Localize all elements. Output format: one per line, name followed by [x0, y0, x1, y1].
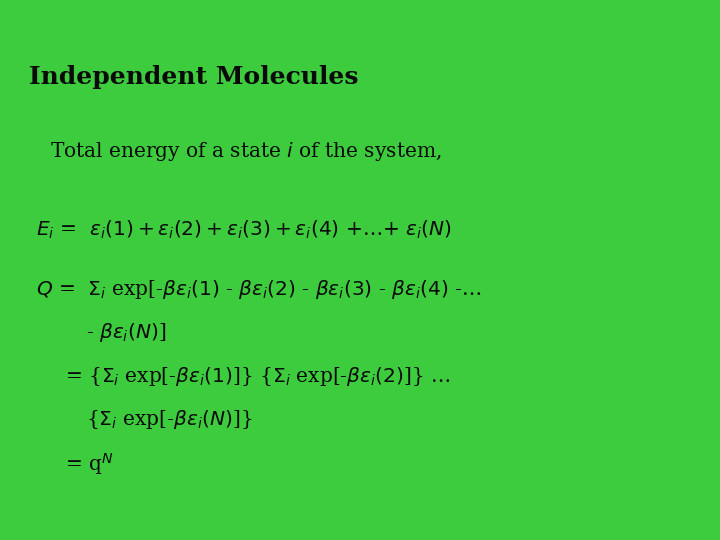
Text: Independent Molecules: Independent Molecules	[29, 65, 359, 89]
Text: Total energy of a state $i$ of the system,: Total energy of a state $i$ of the syste…	[50, 140, 442, 164]
Text: $Q$ =  $\Sigma_i$ exp[-$\beta\varepsilon_i(1)$ - $\beta\varepsilon_i(2)$ - $\bet: $Q$ = $\Sigma_i$ exp[-$\beta\varepsilon_…	[36, 278, 482, 301]
Text: $E_i$ =  $\varepsilon_i(1) + \varepsilon_i(2) + \varepsilon_i(3) + \varepsilon_i: $E_i$ = $\varepsilon_i(1) + \varepsilon_…	[36, 219, 451, 241]
Text: {$\Sigma_i$ exp[-$\beta\varepsilon_i(N)$]}: {$\Sigma_i$ exp[-$\beta\varepsilon_i(N)$…	[86, 408, 253, 431]
Text: = q$^N$: = q$^N$	[65, 451, 113, 477]
Text: - $\beta\varepsilon_i(N)$]: - $\beta\varepsilon_i(N)$]	[86, 321, 166, 345]
Text: = {$\Sigma_i$ exp[-$\beta\varepsilon_i(1)$]} {$\Sigma_i$ exp[-$\beta\varepsilon_: = {$\Sigma_i$ exp[-$\beta\varepsilon_i(1…	[65, 364, 451, 388]
